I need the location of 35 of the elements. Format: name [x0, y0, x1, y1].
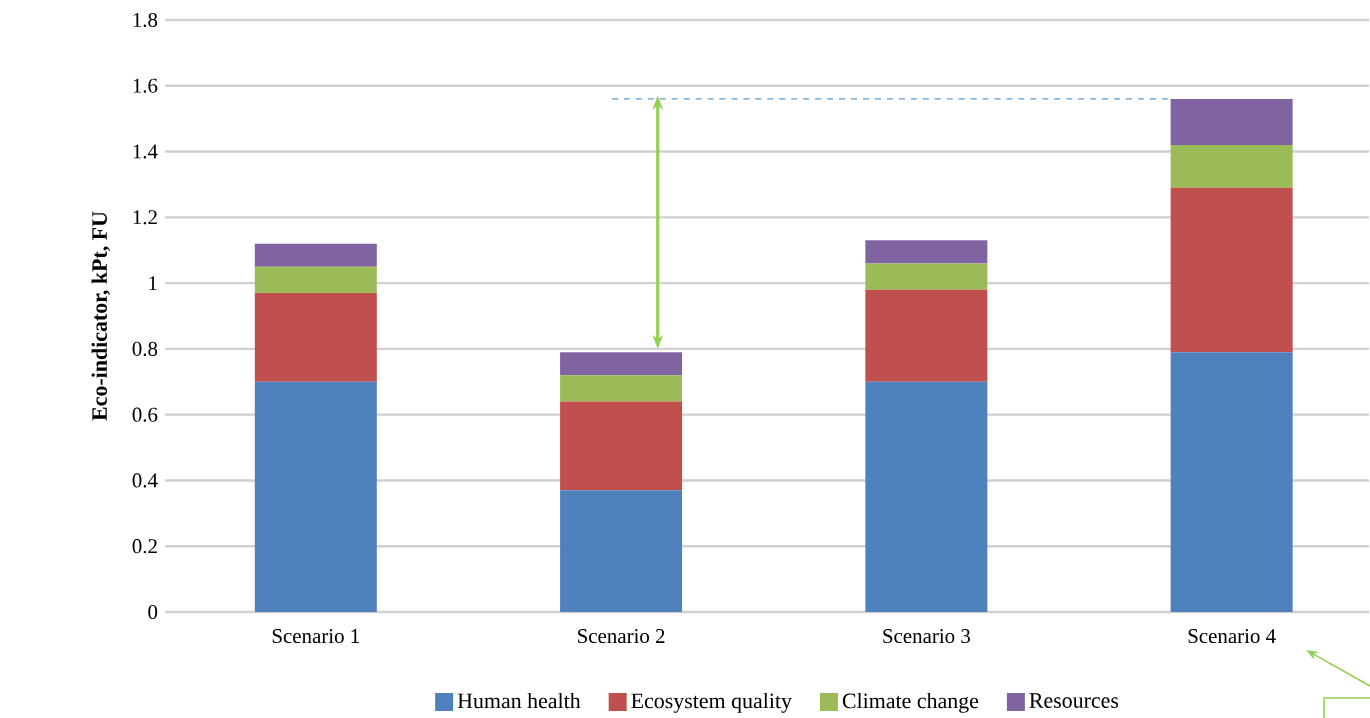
bar [254, 292, 377, 382]
legend-label: Resources [1029, 693, 1119, 708]
legend-label: Ecosystem quality [631, 692, 792, 713]
y-tick-label: 1.6 [133, 78, 158, 93]
bar [254, 266, 377, 293]
bar [560, 490, 683, 612]
bar [560, 352, 683, 376]
bar [560, 375, 683, 402]
bar [865, 240, 988, 264]
y-tick-label: 1 [149, 276, 157, 291]
bar [254, 243, 377, 267]
bar [1170, 144, 1293, 188]
y-axis-title: Eco-indicator, kPt, FU [91, 211, 111, 421]
bar [865, 263, 988, 290]
y-tick-label: 1.4 [133, 144, 158, 159]
legend-label: Human health [457, 692, 581, 709]
y-tick-label: 0 [148, 604, 158, 620]
x-tick-label: Scenario 3 [883, 629, 970, 644]
bar [1170, 352, 1293, 612]
bar [1170, 98, 1293, 145]
bar [865, 289, 988, 382]
bar [254, 381, 377, 612]
bar [1170, 187, 1293, 353]
legend-label: Climate change [842, 692, 979, 713]
x-tick-label: Scenario 4 [1188, 629, 1276, 644]
y-tick-label: 1.8 [133, 12, 158, 28]
bar [865, 381, 988, 612]
bar [560, 401, 683, 491]
x-tick-label: Scenario 1 [272, 629, 359, 644]
y-tick-label: 0.2 [132, 539, 157, 554]
y-tick-label: 1.2 [133, 210, 157, 225]
y-tick-label: 0.8 [132, 341, 158, 356]
y-tick-label: 0.4 [132, 473, 158, 488]
x-tick-label: Scenario 2 [578, 629, 665, 644]
y-tick-label: 0.6 [132, 407, 158, 422]
